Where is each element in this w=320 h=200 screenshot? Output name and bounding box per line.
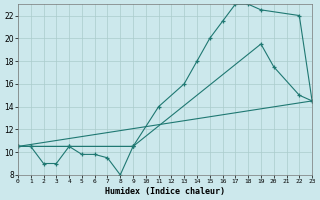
X-axis label: Humidex (Indice chaleur): Humidex (Indice chaleur) [105, 187, 225, 196]
